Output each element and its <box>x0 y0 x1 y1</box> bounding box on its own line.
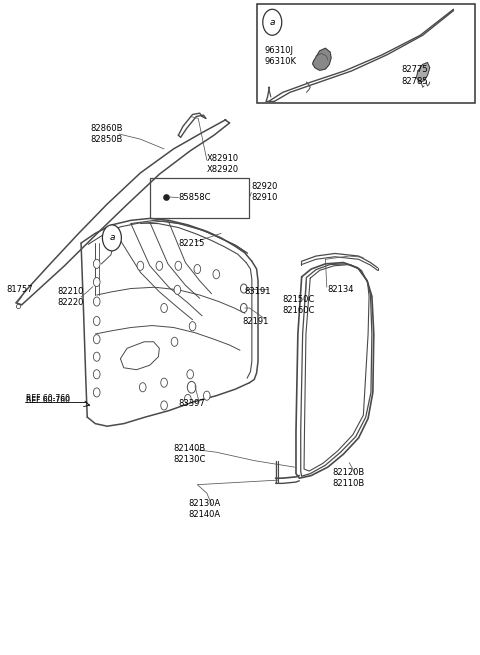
Circle shape <box>94 297 100 306</box>
Circle shape <box>194 265 201 274</box>
Circle shape <box>139 383 146 392</box>
Text: REF 60-760: REF 60-760 <box>25 396 70 405</box>
Text: 82191: 82191 <box>242 316 269 326</box>
Text: 82120B
82110B: 82120B 82110B <box>333 468 365 488</box>
Text: 82140B
82130C: 82140B 82130C <box>174 444 206 464</box>
Circle shape <box>94 278 100 287</box>
Circle shape <box>240 303 247 312</box>
Text: 82150C
82160C: 82150C 82160C <box>283 295 315 315</box>
Circle shape <box>161 401 168 410</box>
Circle shape <box>94 316 100 326</box>
Circle shape <box>94 259 100 269</box>
Circle shape <box>94 352 100 362</box>
Text: 81757: 81757 <box>7 286 33 294</box>
Circle shape <box>174 286 180 294</box>
Text: 83191: 83191 <box>245 288 271 296</box>
Circle shape <box>213 270 219 279</box>
Circle shape <box>187 381 196 393</box>
Circle shape <box>171 337 178 346</box>
Circle shape <box>156 261 163 271</box>
Text: REF 60-760: REF 60-760 <box>25 394 70 403</box>
Circle shape <box>161 303 168 312</box>
Text: 82775
82785: 82775 82785 <box>401 66 428 86</box>
Text: 82860B
82850B: 82860B 82850B <box>91 124 123 144</box>
Text: 85858C: 85858C <box>179 193 211 202</box>
Circle shape <box>102 225 121 251</box>
Text: a: a <box>269 18 275 27</box>
Text: 82210
82220: 82210 82220 <box>57 287 84 307</box>
Text: X82910
X82920: X82910 X82920 <box>207 154 239 174</box>
Text: 96310J
96310K: 96310J 96310K <box>264 46 297 66</box>
Circle shape <box>161 378 168 387</box>
Circle shape <box>94 388 100 397</box>
Text: 82215: 82215 <box>179 239 204 248</box>
Text: 82134: 82134 <box>328 286 354 294</box>
Circle shape <box>189 322 196 331</box>
Bar <box>257 4 475 103</box>
Polygon shape <box>312 48 331 70</box>
Circle shape <box>184 394 191 403</box>
Text: 83397: 83397 <box>179 399 205 408</box>
Text: 82920
82910: 82920 82910 <box>252 182 278 202</box>
Polygon shape <box>417 62 430 82</box>
Circle shape <box>137 261 144 271</box>
Circle shape <box>187 369 193 379</box>
Circle shape <box>94 335 100 344</box>
Circle shape <box>263 9 282 35</box>
Text: a: a <box>109 233 115 242</box>
Text: 82130A
82140A: 82130A 82140A <box>189 499 221 519</box>
Circle shape <box>94 369 100 379</box>
Circle shape <box>204 391 210 400</box>
Circle shape <box>240 284 247 293</box>
Circle shape <box>175 261 181 271</box>
